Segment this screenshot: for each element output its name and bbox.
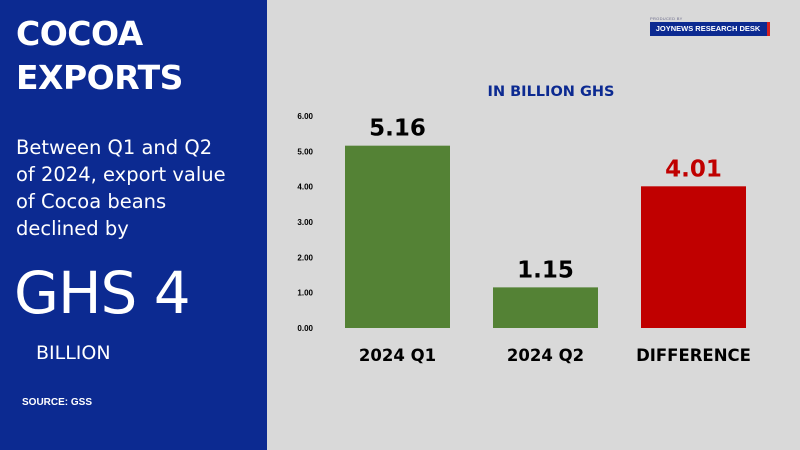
x-axis: 2024 Q1 2024 Q2 DIFFERENCE: [359, 346, 751, 365]
x-tick-label: 2024 Q1: [359, 346, 436, 365]
y-tick-label: 4.00: [297, 183, 313, 192]
data-label: 5.16: [369, 116, 426, 142]
source-note: SOURCE: GSS: [22, 397, 93, 408]
y-tick-label: 5.00: [297, 147, 313, 156]
value-labels: 5.16 1.15 4.01: [369, 116, 722, 284]
headline-line-1: COCOA: [16, 14, 143, 53]
description-line: of Cocoa beans: [16, 190, 167, 213]
highlight-unit: BILLION: [36, 342, 111, 364]
description: Between Q1 and Q2 of 2024, export value …: [16, 134, 261, 242]
highlight-value: GHS 4: [14, 259, 191, 327]
data-label: 1.15: [517, 257, 574, 283]
description-line: declined by: [16, 217, 129, 240]
headline-line-2: EXPORTS: [16, 58, 183, 97]
description-line: of 2024, export value: [16, 163, 226, 186]
left-panel: COCOA EXPORTS Between Q1 and Q2 of 2024,…: [0, 0, 267, 450]
bar: [493, 287, 598, 328]
bar: [345, 145, 450, 328]
headline: COCOA EXPORTS: [16, 12, 256, 100]
description-line: Between Q1 and Q2: [16, 136, 213, 159]
brand-logo: PRODUCED BY JOYNEWS RESEARCH DESK: [650, 16, 770, 36]
y-tick-label: 2.00: [297, 253, 313, 262]
y-tick-label: 6.00: [297, 112, 313, 121]
y-tick-label: 1.00: [297, 289, 313, 298]
brand-small-text: PRODUCED BY: [650, 16, 683, 21]
y-tick-label: 0.00: [297, 324, 313, 333]
bar: [641, 186, 746, 328]
bars: [345, 145, 746, 328]
y-tick-label: 3.00: [297, 218, 313, 227]
brand-name: JOYNEWS RESEARCH DESK: [650, 22, 770, 36]
x-tick-label: DIFFERENCE: [636, 346, 751, 365]
bar-chart: IN BILLION GHS 0.00 1.00 2.00 3.00 4.00 5.00 6…: [297, 84, 751, 365]
chart-title: IN BILLION GHS: [488, 84, 615, 100]
data-label: 4.01: [665, 156, 722, 182]
y-axis: 0.00 1.00 2.00 3.00 4.00 5.00 6.00: [297, 112, 313, 333]
x-tick-label: 2024 Q2: [507, 346, 584, 365]
